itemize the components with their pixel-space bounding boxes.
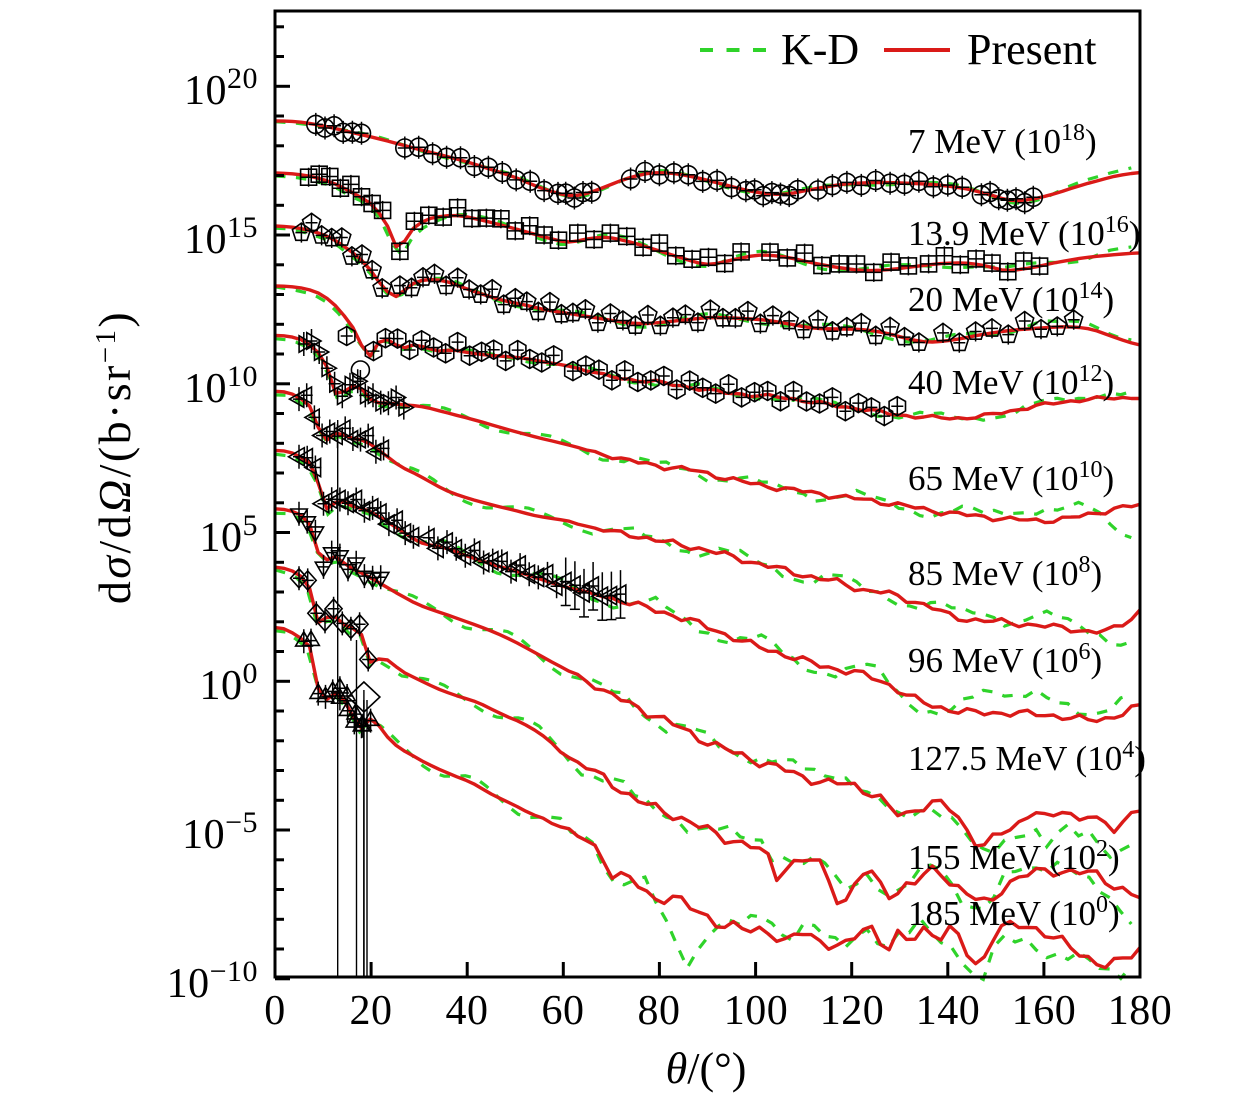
svg-text:96 MeV (106): 96 MeV (106): [908, 639, 1102, 680]
svg-text:13.9 MeV (1016): 13.9 MeV (1016): [908, 212, 1140, 253]
svg-text:θ/(°): θ/(°): [666, 1044, 747, 1093]
svg-text:127.5 MeV (104): 127.5 MeV (104): [908, 737, 1146, 778]
svg-text:120: 120: [820, 988, 885, 1034]
svg-text:85 MeV (108): 85 MeV (108): [908, 552, 1102, 593]
svg-text:10−5: 10−5: [182, 806, 258, 858]
svg-text:Present: Present: [967, 25, 1097, 74]
svg-text:K-D: K-D: [781, 25, 859, 74]
svg-text:0: 0: [264, 988, 286, 1034]
svg-text:180: 180: [1108, 988, 1173, 1034]
svg-text:140: 140: [916, 988, 981, 1034]
svg-text:185 MeV (100): 185 MeV (100): [908, 892, 1120, 933]
svg-text:20 MeV (1014): 20 MeV (1014): [908, 278, 1114, 319]
svg-text:100: 100: [724, 988, 789, 1034]
svg-text:60: 60: [542, 988, 585, 1034]
svg-text:40: 40: [446, 988, 489, 1034]
svg-text:20: 20: [350, 988, 393, 1034]
svg-text:155 MeV (102): 155 MeV (102): [908, 836, 1120, 877]
svg-text:160: 160: [1012, 988, 1077, 1034]
svg-text:80: 80: [638, 988, 681, 1034]
